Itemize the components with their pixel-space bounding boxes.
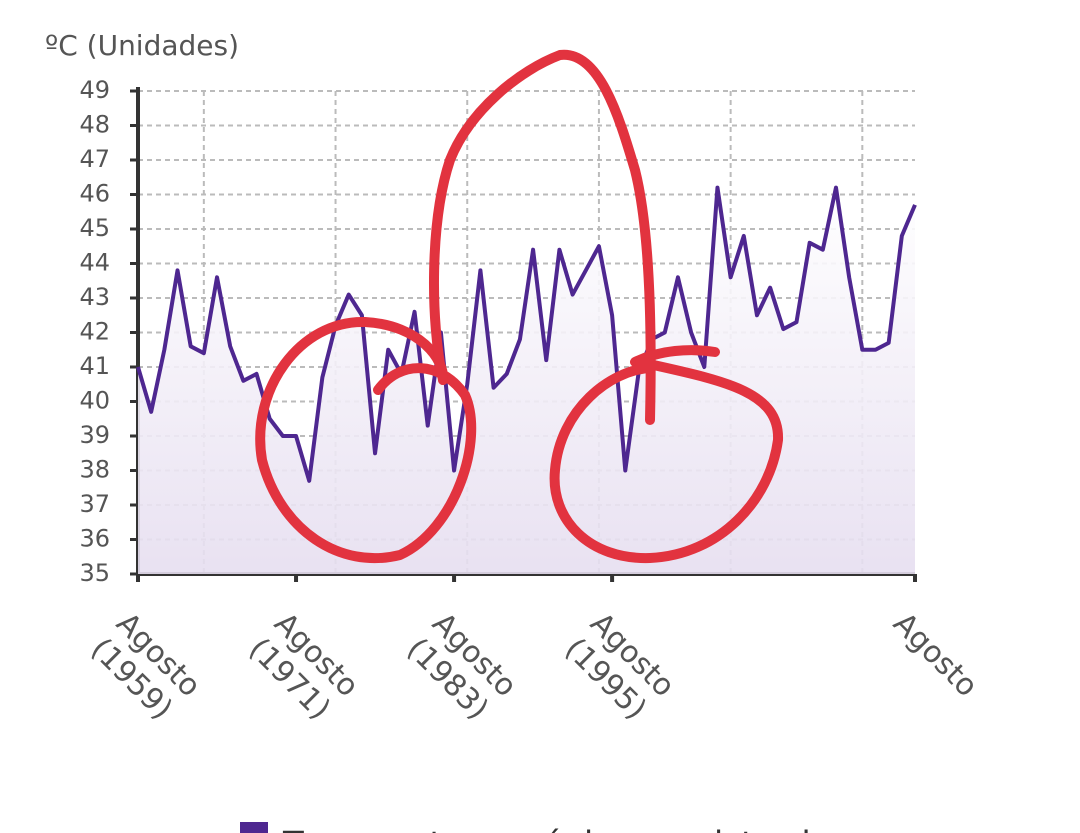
y-tick-label: 39 (79, 421, 110, 449)
area (138, 187, 915, 574)
legend-swatch (240, 822, 268, 833)
y-tick-label: 41 (79, 352, 110, 380)
y-tick-label: 45 (79, 214, 110, 242)
y-tick-label: 42 (79, 318, 110, 346)
y-axis-title: ºC (Unidades) (45, 29, 239, 62)
y-tick-label: 43 (79, 283, 110, 311)
y-tick-label: 44 (79, 249, 110, 277)
y-tick-label: 40 (79, 387, 110, 415)
y-tick-label: 47 (79, 145, 110, 173)
annotation (255, 49, 784, 564)
y-tick-label: 48 (79, 111, 110, 139)
y-tick-label: 37 (79, 490, 110, 518)
y-tick-label: 49 (79, 76, 110, 104)
y-tick-label: 46 (79, 180, 110, 208)
legend-label: Temperatura máxima registrada (282, 825, 832, 833)
y-tick-label: 35 (79, 559, 110, 587)
y-tick-label: 38 (79, 456, 110, 484)
y-tick-label: 36 (79, 525, 110, 553)
